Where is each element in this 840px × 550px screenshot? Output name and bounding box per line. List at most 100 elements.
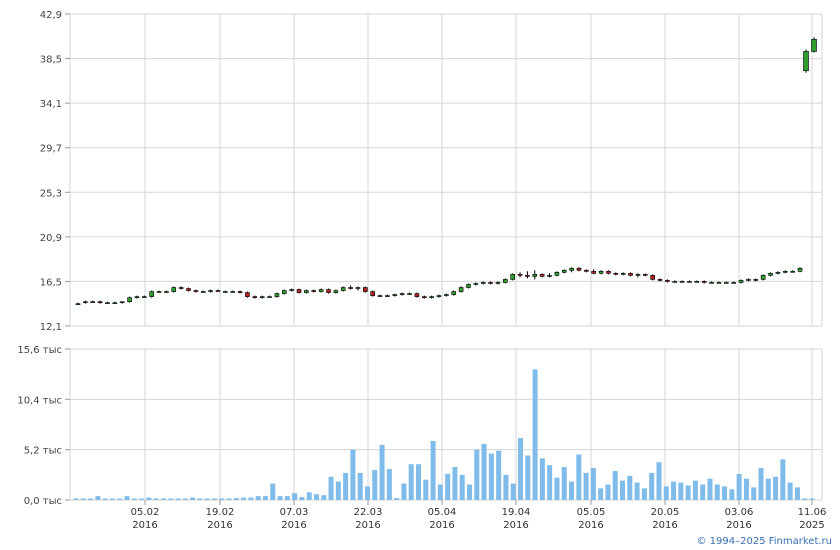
price-candle	[333, 289, 339, 294]
volume-bar	[685, 485, 691, 500]
price-candle	[687, 280, 692, 283]
candle-body	[348, 287, 353, 289]
price-candle	[171, 286, 177, 293]
volume-bar	[343, 472, 349, 500]
candle-body	[193, 290, 199, 292]
candle-body	[164, 291, 169, 293]
candle-body	[429, 296, 434, 298]
candle-body	[584, 269, 589, 272]
price-candle	[803, 49, 809, 73]
candle-body	[768, 273, 773, 276]
price-candle	[488, 281, 493, 285]
x-date-label: 05.02	[131, 507, 160, 518]
price-candle	[208, 289, 213, 293]
price-candle	[385, 294, 390, 297]
candle-body	[753, 279, 759, 281]
candle-body	[561, 269, 567, 273]
price-candle	[606, 270, 611, 275]
price-candle	[134, 295, 140, 299]
candle-body	[525, 275, 530, 277]
price-candle	[738, 279, 744, 284]
volume-bar	[518, 438, 524, 500]
price-candle	[304, 289, 309, 294]
candle-body	[399, 293, 405, 295]
price-candle	[223, 290, 228, 293]
price-candle	[340, 286, 346, 292]
candle-body	[340, 287, 346, 291]
price-candle	[105, 301, 110, 305]
volume-bar	[299, 497, 305, 500]
volume-bar	[277, 496, 283, 500]
candle-body	[178, 287, 184, 289]
price-candle	[672, 280, 678, 283]
candle-body	[385, 295, 390, 297]
candle-body	[731, 282, 736, 284]
candle-body	[782, 270, 788, 273]
price-candle	[112, 301, 118, 305]
candle-body	[547, 275, 552, 277]
x-date-label: 11.06	[798, 507, 827, 518]
candle-body	[635, 274, 641, 276]
candle-body	[716, 282, 722, 284]
x-year-label: 2016	[207, 520, 232, 531]
volume-bar	[95, 496, 101, 500]
price-candle	[421, 295, 427, 299]
candle-body	[642, 274, 648, 276]
candle-body	[657, 279, 663, 281]
price-candle	[679, 280, 685, 283]
volume-bar	[364, 486, 370, 500]
volume-bar	[233, 498, 239, 500]
candle-body	[694, 281, 700, 283]
price-candle	[569, 267, 574, 273]
price-candle	[811, 37, 817, 53]
candle-body	[569, 267, 574, 271]
price-candle	[746, 278, 751, 282]
volume-bar	[306, 492, 312, 500]
volume-bar	[248, 497, 254, 500]
price-candle	[75, 302, 81, 306]
x-date-label: 22.03	[354, 507, 383, 518]
volume-bar	[437, 484, 443, 500]
volume-bar	[190, 497, 196, 500]
x-date-label: 05.04	[428, 507, 457, 518]
price-candle	[142, 295, 147, 298]
x-year-label: 2016	[503, 520, 528, 531]
volume-bar	[372, 469, 378, 500]
candle-body	[554, 272, 560, 276]
volume-bar	[270, 483, 276, 500]
x-date-label: 19.02	[206, 507, 235, 518]
price-candles	[75, 37, 817, 306]
candle-body	[480, 282, 486, 284]
price-candle	[510, 273, 515, 281]
volume-bar	[809, 498, 815, 500]
candle-body	[503, 279, 508, 283]
price-candle	[97, 300, 103, 304]
volume-bar	[335, 481, 341, 500]
price-candle	[245, 291, 250, 298]
volume-bar	[255, 496, 261, 500]
candle-body	[223, 291, 228, 293]
price-candle	[311, 289, 317, 293]
price-candle	[355, 286, 361, 291]
candle-body	[701, 281, 707, 283]
price-candle	[451, 290, 457, 296]
volume-bar	[554, 477, 560, 500]
price-tick-label: 16,5	[40, 277, 62, 288]
volume-bar	[539, 458, 545, 500]
price-candle	[768, 272, 773, 277]
candle-body	[186, 288, 191, 291]
volume-bar	[284, 496, 290, 500]
volume-bar	[620, 480, 626, 500]
volume-bar	[379, 444, 385, 500]
price-candle	[164, 290, 169, 293]
price-candle	[547, 273, 552, 278]
volume-bar	[80, 498, 86, 500]
candle-body	[790, 270, 795, 273]
price-candle	[215, 289, 221, 292]
price-candle	[466, 283, 471, 289]
candle-body	[803, 51, 809, 72]
candle-body	[112, 302, 118, 305]
x-year-label: 2016	[281, 520, 306, 531]
candle-body	[90, 301, 96, 303]
price-candle	[370, 290, 375, 297]
